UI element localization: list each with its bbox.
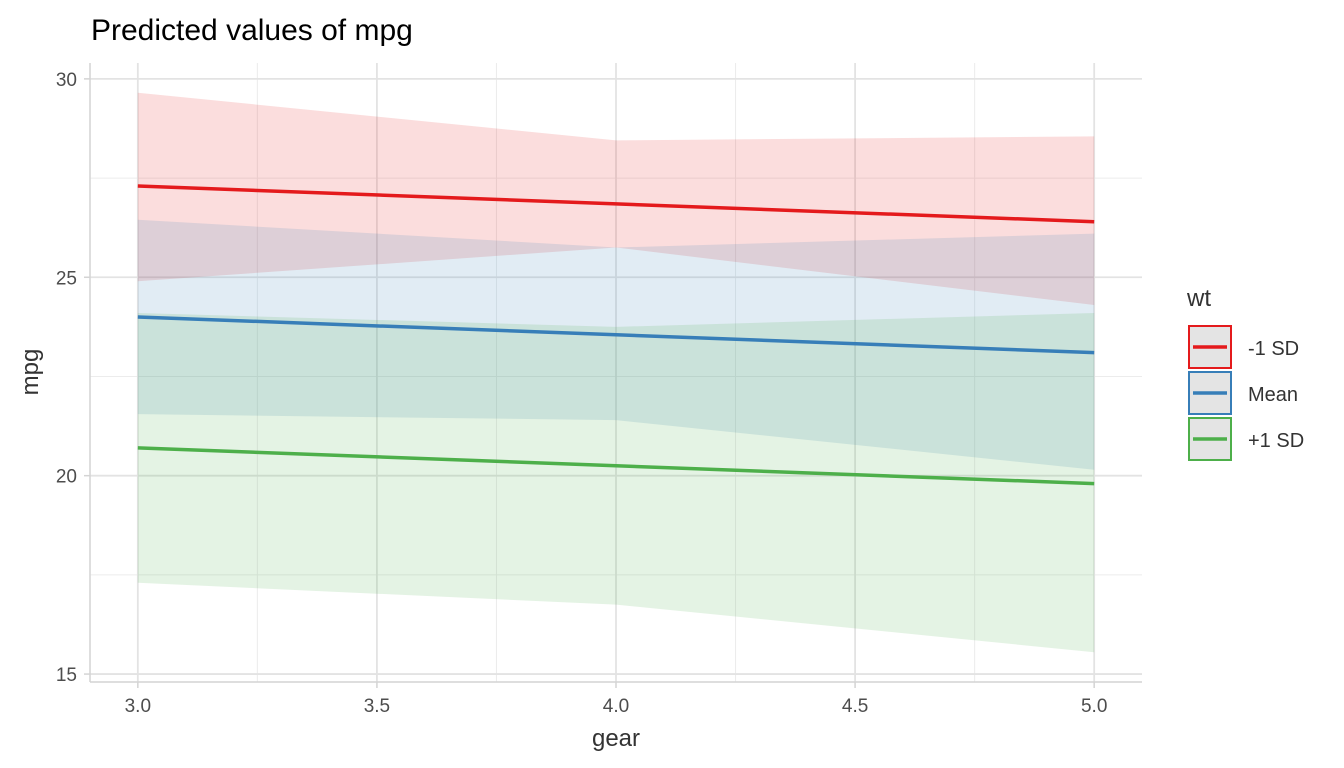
x-axis-title: gear (592, 725, 640, 752)
line-series-2 (137, 446, 1095, 486)
y-tick-label-0: 15 (56, 665, 77, 686)
ribbon-series-1 (137, 219, 1095, 470)
x-tick-label-1: 3.5 (364, 696, 390, 717)
x-tick-label-3: 4.5 (842, 696, 868, 717)
line-series-0 (137, 184, 1095, 224)
ribbon-series-0 (137, 92, 1095, 306)
legend-label-2: +1 SD (1248, 430, 1304, 452)
series-lines (137, 184, 1095, 486)
chart-title: Predicted values of mpg (91, 14, 413, 47)
y-tick-label-1: 20 (56, 467, 77, 488)
legend: wt -1 SD Mean +1 SD (1186, 285, 1304, 461)
grid-major (90, 63, 1142, 682)
x-axis-ticks: 3.0 3.5 4.0 4.5 5.0 (125, 682, 1107, 717)
y-axis-title: mpg (17, 349, 44, 396)
y-axis-ticks: 15 20 25 30 (56, 70, 90, 686)
ribbon-series-2 (137, 312, 1095, 653)
y-tick-label-3: 30 (56, 70, 77, 91)
x-tick-label-2: 4.0 (603, 696, 629, 717)
legend-label-0: -1 SD (1248, 338, 1299, 360)
confidence-ribbons (137, 92, 1095, 653)
line-series-1 (137, 315, 1095, 355)
legend-label-1: Mean (1248, 384, 1298, 406)
y-tick-label-2: 25 (56, 268, 77, 289)
legend-title: wt (1186, 285, 1211, 312)
legend-items: -1 SD Mean +1 SD (1188, 325, 1304, 461)
x-tick-label-4: 5.0 (1081, 696, 1107, 717)
x-tick-label-0: 3.0 (125, 696, 151, 717)
